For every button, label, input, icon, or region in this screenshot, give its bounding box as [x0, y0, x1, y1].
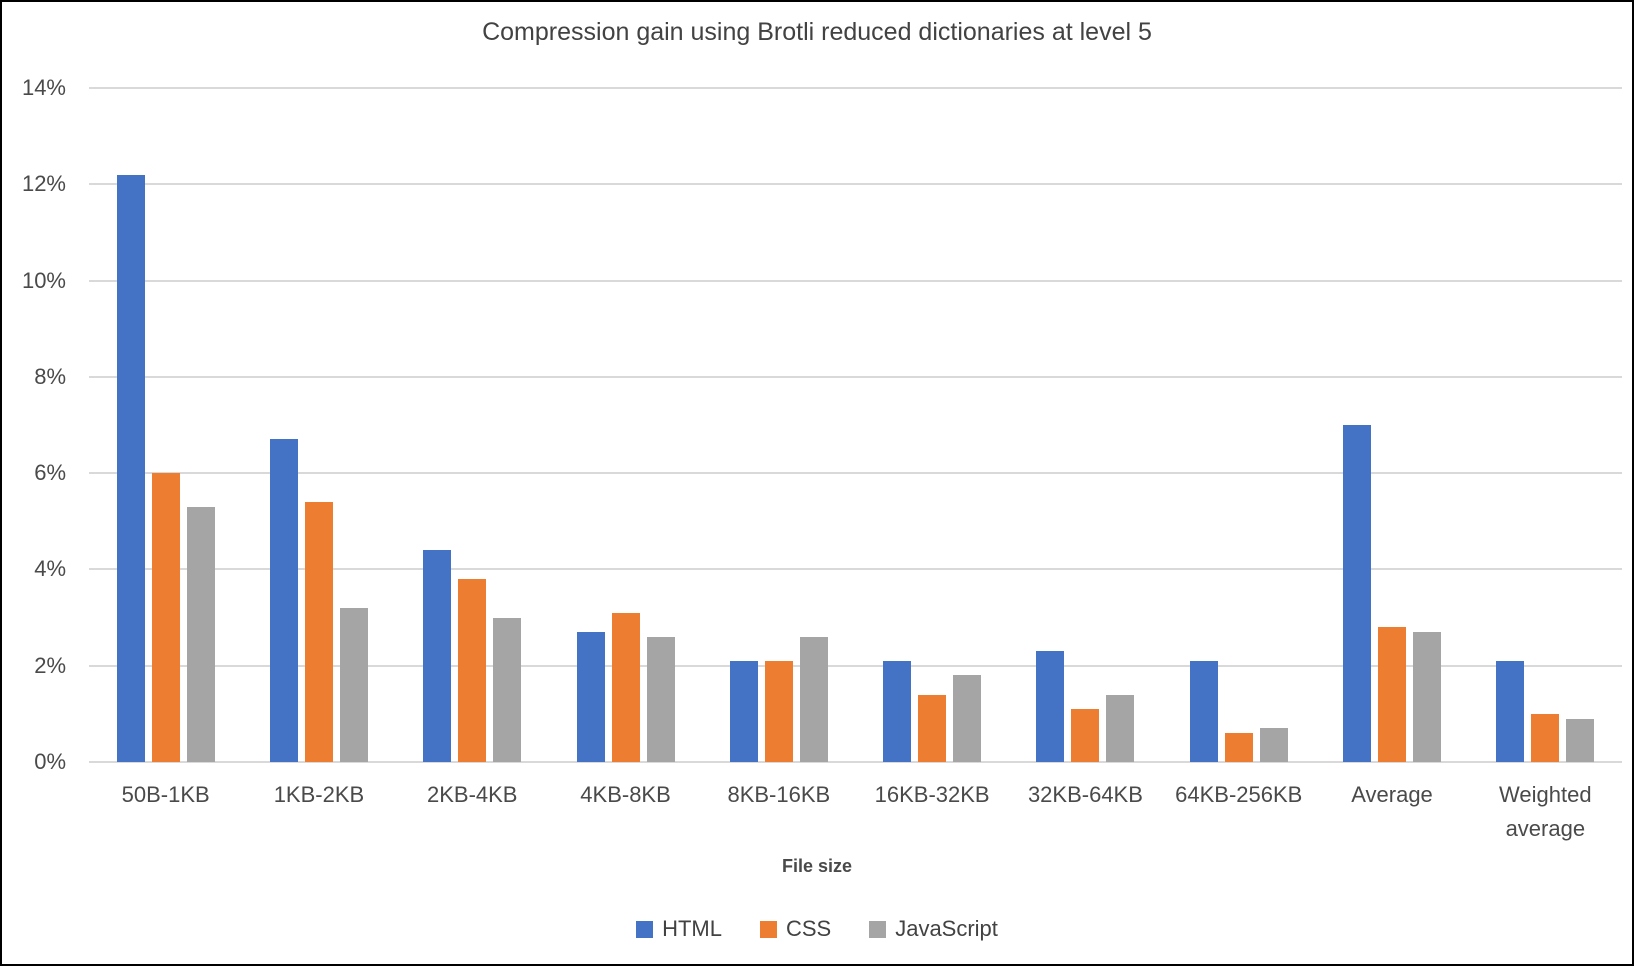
x-tick-label: 50B-1KB — [121, 782, 210, 807]
legend: HTML CSS JavaScript — [2, 916, 1632, 942]
legend-label: CSS — [785, 916, 832, 941]
y-tick-label: 12% — [21, 171, 66, 197]
bar-group — [242, 88, 395, 762]
x-axis-line — [89, 761, 1622, 763]
bar-javascript-32kb-64kb — [1106, 694, 1135, 762]
gridline — [89, 664, 1622, 667]
bar-css-64kb-256kb — [1224, 733, 1253, 762]
bar-html-2kb-4kb — [423, 550, 452, 762]
x-tick-label: Average — [1351, 782, 1433, 807]
bar-group — [549, 88, 702, 762]
bar-html-64kb-256kb — [1189, 660, 1218, 762]
y-tick-label: 6% — [34, 460, 66, 486]
bar-css-32kb-64kb — [1071, 709, 1100, 762]
bar-javascript-2kb-4kb — [493, 617, 522, 762]
y-tick-label: 14% — [21, 75, 66, 100]
bar-group — [1009, 88, 1162, 762]
bar-css-2kb-4kb — [458, 579, 487, 762]
x-tick-label: 64KB-256KB — [1175, 782, 1303, 807]
gridline — [89, 279, 1622, 282]
y-axis-tick-labels: 14% 12% 10% 8% 6% 4% 2% 0% — [2, 2, 66, 968]
bar-group — [89, 88, 242, 762]
x-tick-label: 16KB-32KB — [874, 782, 990, 807]
bar-group — [1162, 88, 1315, 762]
gridline — [89, 183, 1622, 186]
bar-html-8kb-16kb — [729, 660, 758, 762]
bar-group — [1315, 88, 1468, 762]
bar-html-16kb-32kb — [883, 660, 912, 762]
bar-css-8kb-16kb — [764, 660, 793, 762]
legend-item-html: HTML — [636, 916, 722, 942]
bar-javascript-weighted-average — [1566, 718, 1595, 762]
bar-css-weighted-average — [1531, 713, 1560, 762]
gridline — [89, 375, 1622, 378]
bar-javascript-64kb-256kb — [1259, 728, 1288, 762]
chart-title: Compression gain using Brotli reduced di… — [482, 18, 1152, 46]
gridline — [89, 472, 1622, 475]
legend-swatch-icon — [869, 920, 887, 938]
bar-html-1kb-2kb — [269, 439, 298, 762]
legend-label: JavaScript — [895, 916, 998, 941]
gridline — [89, 87, 1622, 89]
x-tick-label: 32KB-64KB — [1027, 782, 1143, 807]
bar-css-average — [1378, 627, 1407, 762]
plot-area — [89, 87, 1622, 763]
bar-css-50b-1kb — [151, 473, 180, 762]
bar-html-weighted-average — [1496, 660, 1525, 762]
bar-html-4kb-8kb — [576, 632, 605, 762]
y-tick-label: 0% — [34, 749, 66, 774]
bar-css-1kb-2kb — [304, 502, 333, 762]
x-tick-label: Weighted average — [1499, 782, 1592, 841]
bar-group — [702, 88, 855, 762]
bar-javascript-1kb-2kb — [339, 607, 368, 762]
bar-html-32kb-64kb — [1036, 651, 1065, 762]
bar-javascript-average — [1413, 632, 1442, 762]
bar-css-16kb-32kb — [918, 694, 947, 762]
bar-group — [1469, 88, 1622, 762]
legend-swatch-icon — [759, 920, 777, 938]
y-tick-label: 4% — [34, 556, 66, 582]
bar-javascript-4kb-8kb — [646, 636, 675, 762]
x-tick-label: 8KB-16KB — [727, 782, 831, 807]
legend-item-css: CSS — [759, 916, 832, 942]
y-tick-label: 2% — [34, 652, 66, 678]
bar-javascript-16kb-32kb — [953, 675, 982, 762]
legend-item-javascript: JavaScript — [869, 916, 998, 942]
bar-css-4kb-8kb — [611, 612, 640, 762]
x-axis-title: File size — [781, 856, 853, 876]
bar-javascript-8kb-16kb — [799, 636, 828, 762]
bar-group — [396, 88, 549, 762]
x-tick-label: 2KB-4KB — [426, 782, 518, 807]
y-tick-label: 10% — [21, 267, 66, 293]
x-axis-tick-labels: 50B-1KB 1KB-2KB 2KB-4KB 4KB-8KB 8KB-16KB 16KB… — [89, 778, 1622, 846]
bar-group — [855, 88, 1008, 762]
bar-javascript-50b-1kb — [186, 506, 215, 762]
bar-html-average — [1343, 425, 1372, 762]
x-tick-label: 4KB-8KB — [580, 782, 671, 807]
bar-groups-container — [89, 88, 1622, 762]
legend-label: HTML — [662, 916, 722, 941]
gridline — [89, 568, 1622, 571]
x-tick-label: 1KB-2KB — [273, 782, 365, 807]
y-tick-label: 8% — [34, 363, 66, 389]
legend-swatch-icon — [636, 920, 654, 938]
bar-html-50b-1kb — [116, 174, 145, 762]
